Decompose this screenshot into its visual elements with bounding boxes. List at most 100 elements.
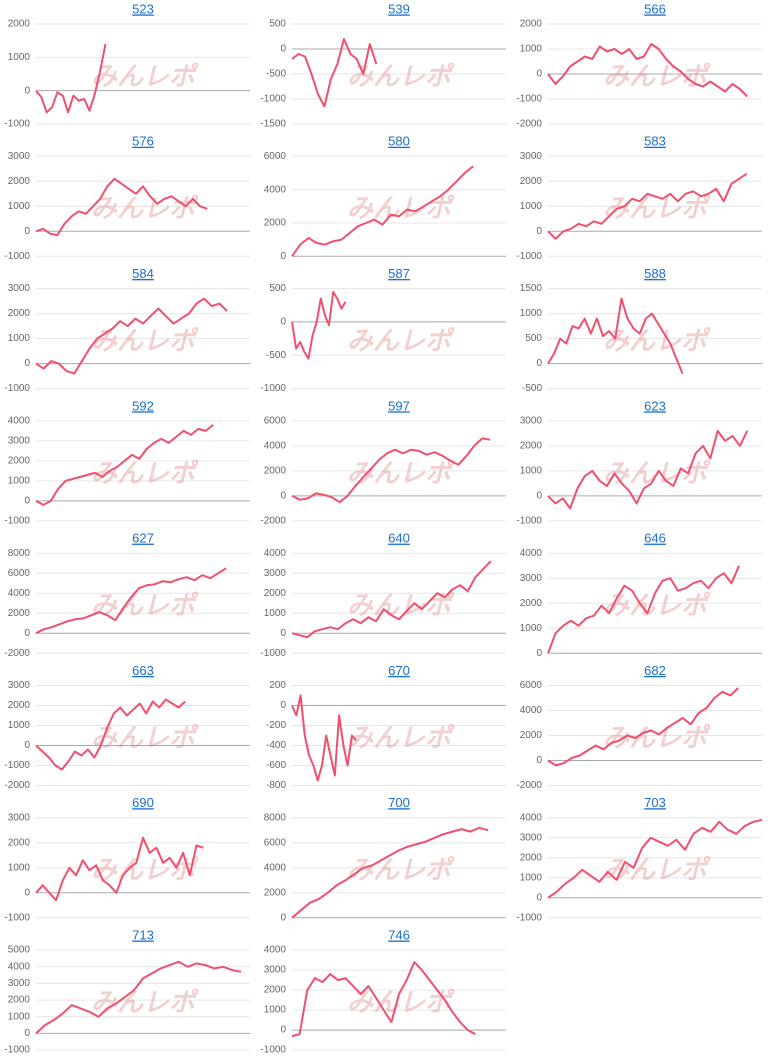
chart-title[interactable]: 539 [388,1,410,16]
line [291,437,491,504]
watermark: みんレポ [91,193,199,223]
y-tick-label: 2000 [8,19,31,30]
chart-title[interactable]: 663 [132,663,154,678]
y-tick-label: 4000 [8,588,31,599]
y-tick-label: 4000 [264,862,287,873]
chart-title[interactable]: 583 [644,134,666,149]
chart-title[interactable]: 566 [644,1,666,16]
y-tick-label: 2000 [8,995,31,1006]
chart-title[interactable]: 713 [132,928,154,943]
y-tick-label: 0 [280,1025,286,1036]
y-tick-label: 0 [536,69,542,80]
chart-title[interactable]: 670 [388,663,410,678]
y-tick-label: 0 [536,226,542,237]
chart-title[interactable]: 597 [388,398,410,413]
watermark: みんレポ [347,325,455,355]
watermark: みんレポ [91,61,199,91]
y-tick-label: 2000 [520,852,543,863]
y-tick-label: -1000 [4,1045,30,1056]
chart-title[interactable]: 690 [132,795,154,810]
y-tick-label: 2000 [8,308,31,319]
y-tick-label: -1000 [516,251,542,262]
y-tick-label: 1000 [8,720,31,731]
watermark: みんレポ [91,987,199,1017]
y-tick-label: -1000 [260,94,286,105]
line [35,43,107,114]
line [547,687,739,767]
chart-title[interactable]: 700 [388,795,410,810]
y-tick-label: -1500 [260,119,286,130]
y-tick-label: 3000 [8,812,31,823]
chart-title[interactable]: 627 [132,531,154,546]
y-tick-label: 2000 [264,466,287,477]
y-tick-label: 4000 [264,945,287,956]
y-tick-label: 1000 [8,1011,31,1022]
chart-title[interactable]: 703 [644,795,666,810]
y-tick-label: 0 [280,491,286,502]
watermark: みんレポ [91,855,199,885]
y-tick-label: 1000 [520,308,543,319]
chart-title[interactable]: 588 [644,266,666,281]
chart-title[interactable]: 682 [644,663,666,678]
y-tick-label: 0 [536,491,542,502]
watermark: みんレポ [603,590,711,620]
y-tick-label: 0 [24,628,30,639]
y-tick-label: 4000 [8,416,31,427]
y-tick-label: 8000 [264,812,287,823]
chart-title[interactable]: 580 [388,134,410,149]
y-tick-label: 3000 [264,568,287,579]
y-tick-label: 1000 [264,1005,287,1016]
watermark: みんレポ [347,722,455,752]
line [35,960,242,1035]
y-tick-label: 4000 [520,548,543,559]
y-tick-label: 3000 [520,573,543,584]
y-tick-label: 2000 [520,441,543,452]
line [547,43,748,98]
line [291,38,378,108]
y-tick-label: 500 [525,333,542,344]
y-tick-label: -1000 [260,1045,286,1056]
watermark: みんレポ [347,61,455,91]
y-tick-label: 1000 [8,201,31,212]
chart-title[interactable]: 746 [388,928,410,943]
chart-title[interactable]: 587 [388,266,410,281]
y-tick-label: 3000 [8,680,31,691]
y-tick-label: -1000 [4,912,30,923]
y-tick-label: -2000 [516,119,542,130]
chart-title[interactable]: 523 [132,1,154,16]
y-tick-label: 3000 [8,151,31,162]
y-tick-label: 200 [269,680,286,691]
line [291,826,489,919]
chart-title[interactable]: 592 [132,398,154,413]
line [547,818,763,899]
line [35,567,227,635]
y-tick-label: -2000 [4,780,30,791]
y-tick-label: 1000 [520,201,543,212]
y-tick-label: 2000 [264,887,287,898]
chart-title[interactable]: 623 [644,398,666,413]
chart-title[interactable]: 584 [132,266,154,281]
chart-title[interactable]: 646 [644,531,666,546]
chart-title[interactable]: 640 [388,531,410,546]
y-tick-label: -1000 [4,516,30,527]
y-tick-label: 3000 [520,416,543,427]
line [35,177,208,237]
y-tick-label: -1000 [260,383,286,394]
y-tick-label: 3000 [264,965,287,976]
y-tick-label: 500 [269,19,286,30]
y-tick-label: 4000 [264,184,287,195]
watermark: みんレポ [347,855,455,885]
chart-title[interactable]: 576 [132,134,154,149]
y-tick-label: 0 [280,912,286,923]
y-tick-label: 0 [24,226,30,237]
y-tick-label: -400 [266,740,286,751]
y-tick-label: 1000 [8,333,31,344]
y-tick-label: 1000 [520,872,543,883]
y-tick-label: -1000 [516,516,542,527]
y-tick-label: -800 [266,780,286,791]
y-tick-label: -500 [522,383,542,394]
y-tick-label: 4000 [8,961,31,972]
y-tick-label: 4000 [264,548,287,559]
line [547,172,748,240]
y-tick-label: 500 [269,283,286,294]
